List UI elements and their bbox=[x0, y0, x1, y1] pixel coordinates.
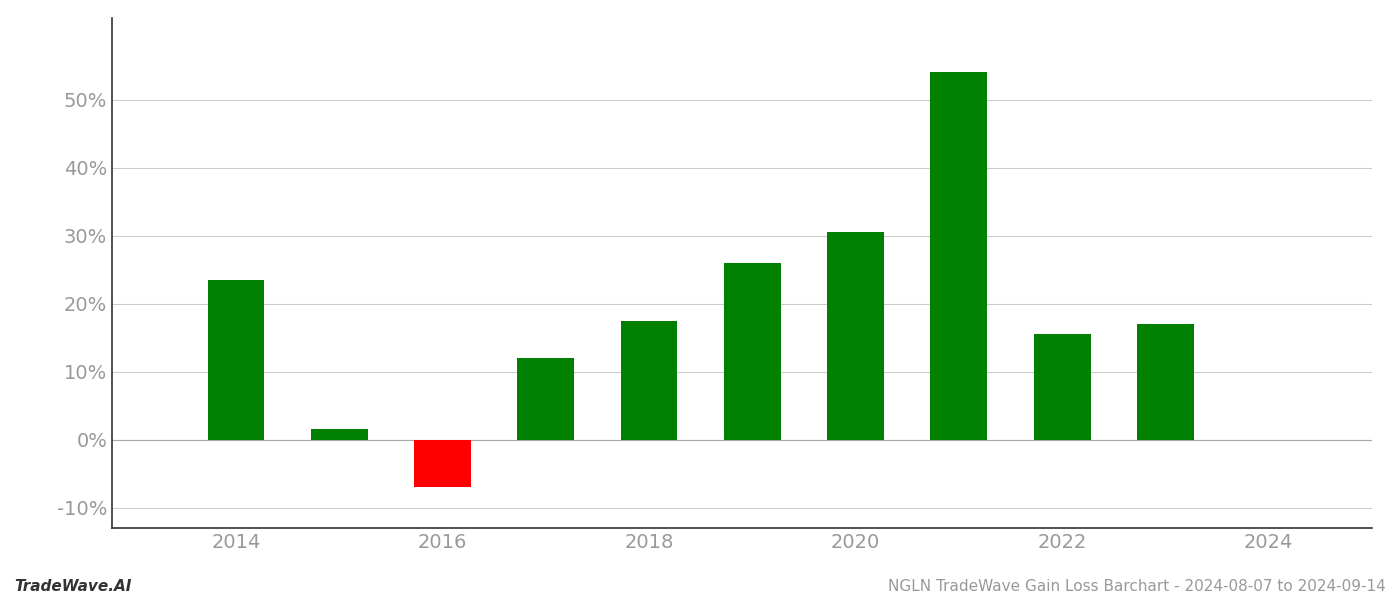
Bar bbox=[207, 280, 265, 440]
Bar bbox=[1137, 324, 1194, 440]
Text: TradeWave.AI: TradeWave.AI bbox=[14, 579, 132, 594]
Bar bbox=[724, 263, 781, 440]
Bar bbox=[827, 232, 883, 440]
Bar bbox=[311, 430, 368, 440]
Bar bbox=[1033, 334, 1091, 440]
Text: NGLN TradeWave Gain Loss Barchart - 2024-08-07 to 2024-09-14: NGLN TradeWave Gain Loss Barchart - 2024… bbox=[888, 579, 1386, 594]
Bar bbox=[620, 320, 678, 440]
Bar bbox=[931, 73, 987, 440]
Bar bbox=[518, 358, 574, 440]
Bar bbox=[414, 440, 470, 487]
